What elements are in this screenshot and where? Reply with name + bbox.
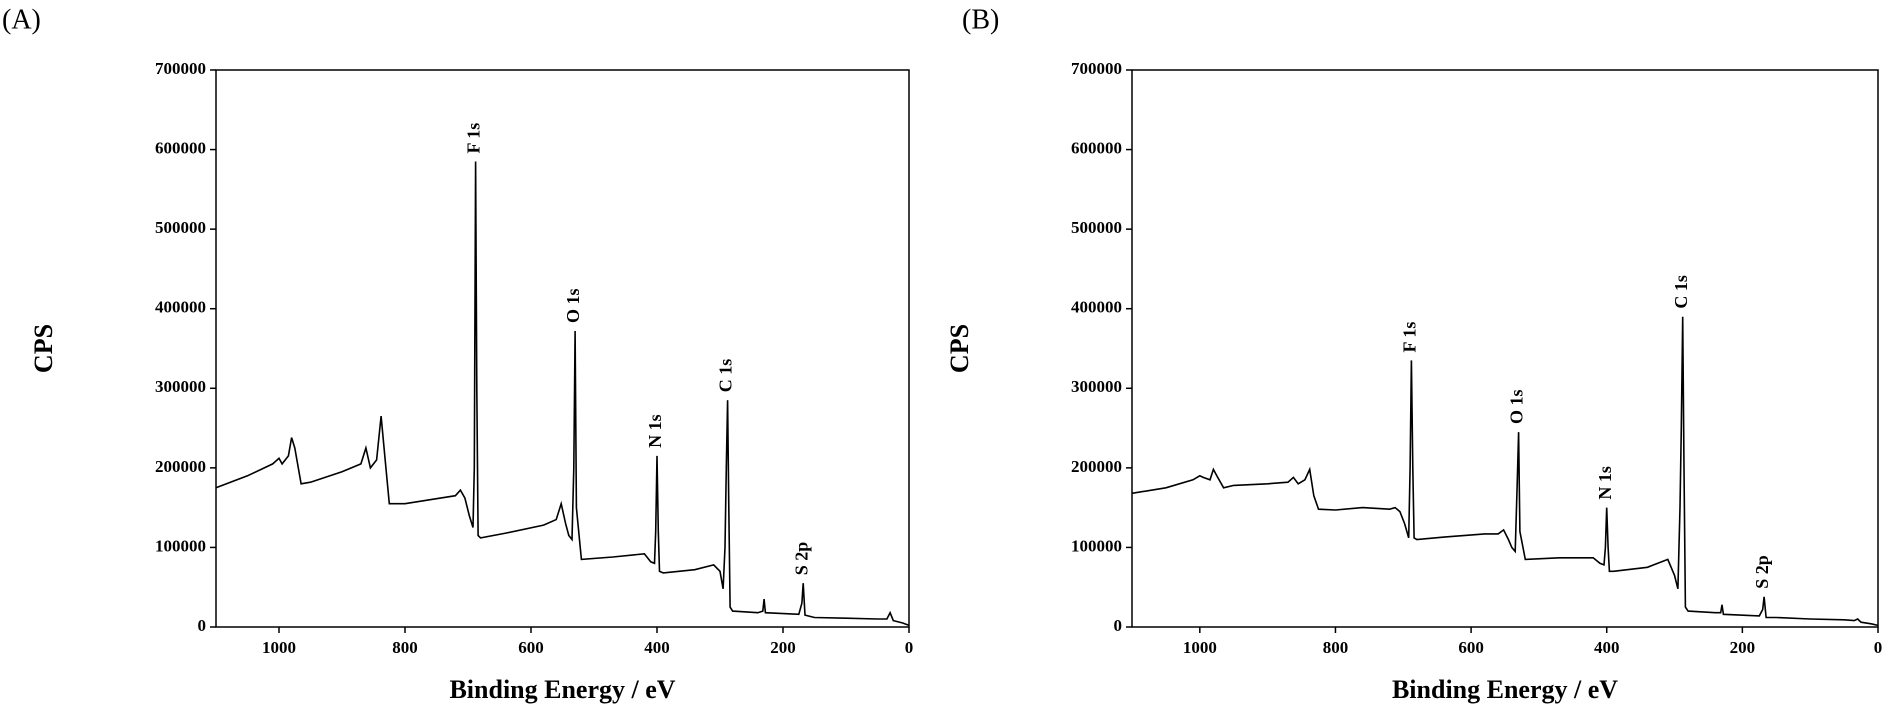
spectrum-line [215, 161, 910, 627]
y-tick-label: 100000 [155, 536, 206, 555]
peak-label: C 1s [716, 359, 736, 393]
y-tick-label: 300000 [155, 377, 206, 396]
panel-label: (B) [962, 4, 999, 35]
y-tick-label: 600000 [155, 138, 206, 157]
y-tick-label: 500000 [155, 218, 206, 237]
spectrum-line [1131, 316, 1879, 627]
plot-frame [215, 69, 910, 628]
panel-label: (A) [2, 4, 41, 35]
x-tick-label: 200 [1730, 638, 1756, 657]
peak-label: C 1s [1671, 275, 1691, 309]
peak-label: S 2p [791, 542, 811, 576]
x-tick-label: 600 [518, 638, 544, 657]
peak-label: O 1s [563, 288, 583, 323]
x-axis-label: Binding Energy / eV [449, 675, 675, 704]
x-tick-label: 400 [644, 638, 670, 657]
y-axis-label: CPS [945, 324, 974, 373]
y-tick-label: 200000 [1071, 457, 1122, 476]
y-tick-label: 0 [198, 616, 207, 635]
y-tick-label: 700000 [1071, 59, 1122, 78]
y-tick-label: 400000 [155, 298, 206, 317]
y-tick-label: 100000 [1071, 536, 1122, 555]
x-tick-label: 800 [392, 638, 418, 657]
x-tick-label: 0 [1874, 638, 1883, 657]
x-tick-label: 0 [905, 638, 914, 657]
y-tick-label: 0 [1114, 616, 1123, 635]
peak-label: F 1s [1400, 322, 1420, 353]
peak-label: N 1s [645, 414, 665, 448]
y-tick-label: 400000 [1071, 298, 1122, 317]
y-tick-label: 700000 [155, 59, 206, 78]
peak-label: F 1s [464, 123, 484, 154]
y-tick-label: 300000 [1071, 377, 1122, 396]
y-tick-label: 600000 [1071, 138, 1122, 157]
x-tick-label: 600 [1458, 638, 1484, 657]
x-tick-label: 1000 [1183, 638, 1217, 657]
plot-frame [1131, 69, 1879, 628]
x-tick-label: 800 [1323, 638, 1349, 657]
y-axis-label: CPS [29, 324, 58, 373]
peak-label: N 1s [1595, 466, 1615, 500]
y-tick-label: 200000 [155, 457, 206, 476]
x-tick-label: 200 [770, 638, 796, 657]
x-tick-label: 1000 [262, 638, 296, 657]
x-axis-label: Binding Energy / eV [1392, 675, 1618, 704]
peak-label: S 2p [1752, 555, 1772, 589]
peak-label: O 1s [1507, 390, 1527, 425]
x-tick-label: 400 [1594, 638, 1620, 657]
y-tick-label: 500000 [1071, 218, 1122, 237]
